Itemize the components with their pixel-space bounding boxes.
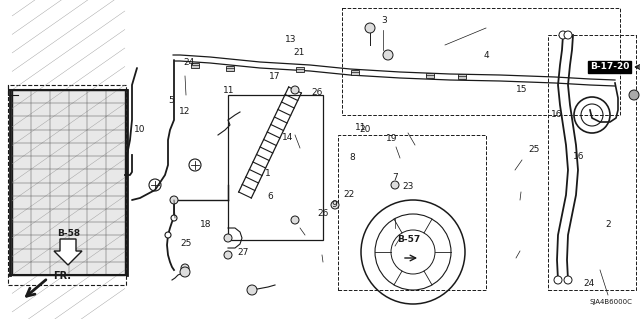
Bar xyxy=(296,66,304,71)
Circle shape xyxy=(365,23,375,33)
Text: 11: 11 xyxy=(355,123,366,132)
Circle shape xyxy=(171,197,177,203)
Text: 3: 3 xyxy=(381,16,387,25)
Text: 1: 1 xyxy=(265,169,270,178)
Circle shape xyxy=(554,276,562,284)
Text: 25: 25 xyxy=(529,145,540,154)
Text: 21: 21 xyxy=(294,48,305,57)
Circle shape xyxy=(180,267,190,277)
Circle shape xyxy=(629,90,639,100)
Circle shape xyxy=(331,201,339,209)
Text: 8: 8 xyxy=(349,153,355,162)
Text: 27: 27 xyxy=(237,248,249,256)
Bar xyxy=(338,135,486,290)
Circle shape xyxy=(291,86,299,94)
Text: 26: 26 xyxy=(317,209,329,218)
Text: 22: 22 xyxy=(343,190,355,199)
Text: 11: 11 xyxy=(223,86,235,95)
Circle shape xyxy=(564,31,572,39)
Circle shape xyxy=(171,215,177,221)
Text: 16: 16 xyxy=(573,152,585,161)
Circle shape xyxy=(224,251,232,259)
Circle shape xyxy=(165,232,171,238)
Text: 17: 17 xyxy=(269,72,281,81)
Text: B-17-20: B-17-20 xyxy=(589,63,629,71)
Text: 15: 15 xyxy=(516,85,527,94)
Bar xyxy=(548,35,636,290)
Bar xyxy=(12,90,125,275)
Text: 26: 26 xyxy=(311,88,323,97)
Text: 10: 10 xyxy=(134,125,145,134)
Text: 6: 6 xyxy=(268,192,273,201)
Circle shape xyxy=(564,276,572,284)
Polygon shape xyxy=(54,239,82,265)
Text: 18: 18 xyxy=(200,220,212,229)
Text: 2: 2 xyxy=(605,220,611,229)
Text: 19: 19 xyxy=(386,134,397,143)
Circle shape xyxy=(224,234,232,242)
Text: 13: 13 xyxy=(285,35,297,44)
Circle shape xyxy=(247,285,257,295)
Text: FR.: FR. xyxy=(53,271,71,281)
Text: SJA4B6000C: SJA4B6000C xyxy=(589,299,632,305)
Text: 14: 14 xyxy=(282,133,294,142)
Text: 16: 16 xyxy=(551,110,563,119)
Text: 24: 24 xyxy=(183,58,195,67)
Text: B-58: B-58 xyxy=(58,229,81,238)
Bar xyxy=(8,85,126,285)
Circle shape xyxy=(181,264,189,272)
Circle shape xyxy=(170,196,178,204)
Text: 20: 20 xyxy=(359,125,371,134)
Text: 12: 12 xyxy=(179,107,191,116)
Text: 5: 5 xyxy=(169,96,174,105)
Text: 9: 9 xyxy=(332,200,337,209)
Bar xyxy=(458,73,466,78)
Bar xyxy=(351,70,359,75)
Bar xyxy=(191,63,199,68)
Text: 4: 4 xyxy=(484,51,489,60)
Text: 25: 25 xyxy=(180,239,191,248)
Text: 24: 24 xyxy=(583,279,595,288)
Text: 23: 23 xyxy=(403,182,414,191)
Circle shape xyxy=(391,181,399,189)
Circle shape xyxy=(291,216,299,224)
Circle shape xyxy=(383,50,393,60)
Bar xyxy=(226,65,234,70)
Text: 7: 7 xyxy=(393,173,398,182)
Bar xyxy=(228,95,323,240)
Bar xyxy=(426,72,434,78)
Circle shape xyxy=(559,31,567,39)
Text: B-57: B-57 xyxy=(397,235,420,244)
